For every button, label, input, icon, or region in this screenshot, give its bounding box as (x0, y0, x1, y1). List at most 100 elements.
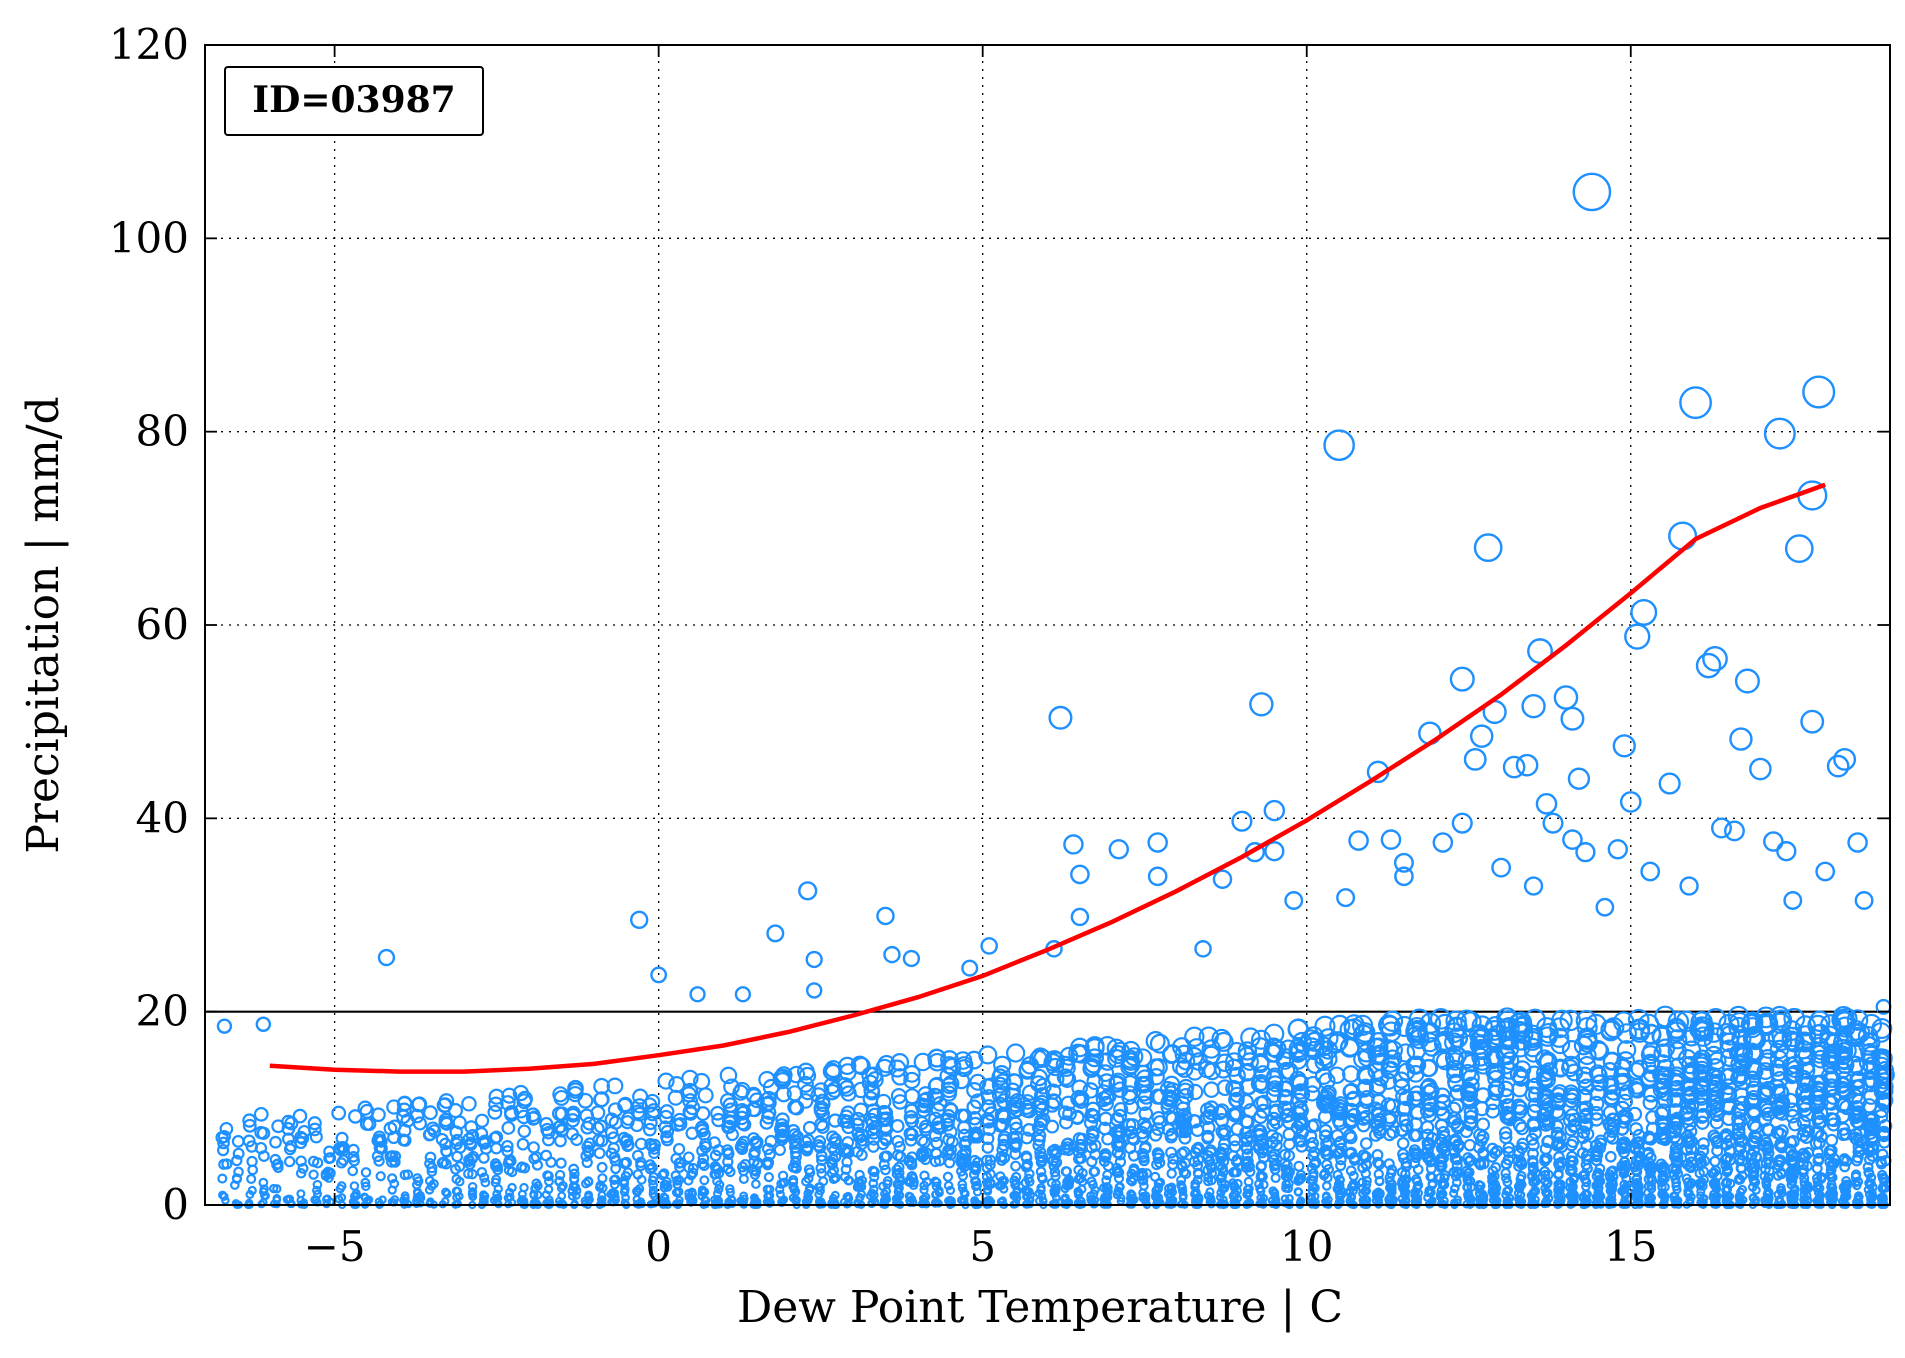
background-point (646, 1162, 658, 1174)
background-point (1345, 1146, 1358, 1159)
background-point (519, 1182, 529, 1193)
background-point (506, 1166, 518, 1178)
background-point (709, 1149, 722, 1162)
background-point (1227, 1080, 1245, 1098)
background-point (1489, 1147, 1502, 1160)
background-point (1201, 1131, 1215, 1145)
background-point (696, 1157, 709, 1170)
background-point (1500, 1051, 1520, 1071)
background-point (855, 1193, 864, 1203)
background-point (1045, 1083, 1062, 1100)
background-point (722, 1119, 737, 1134)
background-point (993, 1055, 1012, 1075)
background-point (242, 1118, 257, 1133)
background-point (875, 1093, 892, 1110)
background-point (323, 1152, 335, 1165)
background-point (1456, 1009, 1478, 1032)
background-point (777, 1170, 789, 1181)
background-point (1151, 1192, 1161, 1202)
background-point (992, 1064, 1011, 1083)
background-point (967, 1130, 981, 1144)
background-point (1024, 1168, 1035, 1180)
background-point (1193, 1168, 1204, 1180)
background-point (1372, 1156, 1384, 1169)
background-point (1394, 1123, 1409, 1137)
background-point (697, 1152, 710, 1165)
background-point (761, 1142, 775, 1156)
background-point (1217, 1123, 1232, 1138)
background-point (1422, 1107, 1437, 1123)
background-point (981, 1132, 995, 1146)
background-point (541, 1126, 556, 1140)
background-point (1410, 1148, 1423, 1161)
background-point (1086, 1125, 1100, 1139)
background-point (1085, 1101, 1101, 1117)
background-point (712, 1176, 723, 1187)
background-point (347, 1165, 359, 1177)
background-point (583, 1176, 594, 1187)
background-point (774, 1068, 792, 1087)
background-point (1490, 1191, 1500, 1201)
background-point (1213, 1031, 1234, 1052)
background-point (292, 1108, 308, 1124)
background-point (838, 1056, 857, 1076)
background-point (295, 1155, 307, 1167)
background-point (658, 1109, 674, 1125)
background-point (479, 1190, 489, 1200)
background-point (507, 1182, 517, 1193)
background-point (693, 1072, 711, 1091)
background-point-cloud (215, 1005, 1895, 1210)
x-tick-label: 10 (1280, 1222, 1333, 1271)
background-point (397, 1123, 412, 1138)
background-point (827, 1153, 839, 1166)
background-point (1203, 1172, 1214, 1183)
id-annotation-text: ID=03987 (252, 79, 455, 121)
background-point (567, 1185, 577, 1196)
background-point (1071, 1079, 1088, 1097)
background-point (1057, 1058, 1076, 1077)
background-point (1115, 1182, 1125, 1192)
background-point (762, 1159, 774, 1171)
background-point (995, 1150, 1008, 1163)
background-point (701, 1196, 711, 1205)
background-point (1167, 1199, 1176, 1209)
background-point (841, 1120, 856, 1135)
background-point (1417, 1022, 1438, 1044)
background-point (231, 1174, 243, 1185)
background-point (1406, 1019, 1428, 1041)
background-point (1051, 1183, 1061, 1193)
background-point (1070, 1091, 1087, 1107)
y-tick-label: 0 (162, 1180, 189, 1229)
background-point (1138, 1120, 1153, 1135)
background-point (734, 1140, 748, 1154)
background-point (309, 1130, 323, 1144)
y-tick-label: 60 (136, 600, 189, 649)
background-point (1141, 1168, 1153, 1179)
background-point (542, 1133, 555, 1147)
background-point (474, 1126, 489, 1141)
background-point (1476, 1117, 1491, 1132)
background-point (349, 1181, 360, 1191)
background-point (389, 1178, 400, 1189)
background-point (1238, 1093, 1254, 1110)
background-point (1359, 1151, 1371, 1164)
background-point (1075, 1152, 1087, 1165)
background-point (725, 1187, 735, 1197)
background-point (698, 1159, 710, 1172)
background-point (1348, 1170, 1359, 1182)
background-point (360, 1192, 369, 1202)
background-point (565, 1127, 579, 1141)
background-point (893, 1167, 905, 1179)
background-point (1395, 1043, 1416, 1063)
background-point (930, 1136, 944, 1150)
background-point (454, 1176, 465, 1187)
background-point (466, 1152, 478, 1165)
background-point (1038, 1196, 1048, 1205)
background-point (1424, 1187, 1434, 1197)
background-point (1281, 1183, 1291, 1193)
background-point (1397, 1194, 1407, 1204)
background-point (1444, 1032, 1465, 1053)
background-point (1401, 1174, 1412, 1185)
background-point (529, 1190, 539, 1200)
